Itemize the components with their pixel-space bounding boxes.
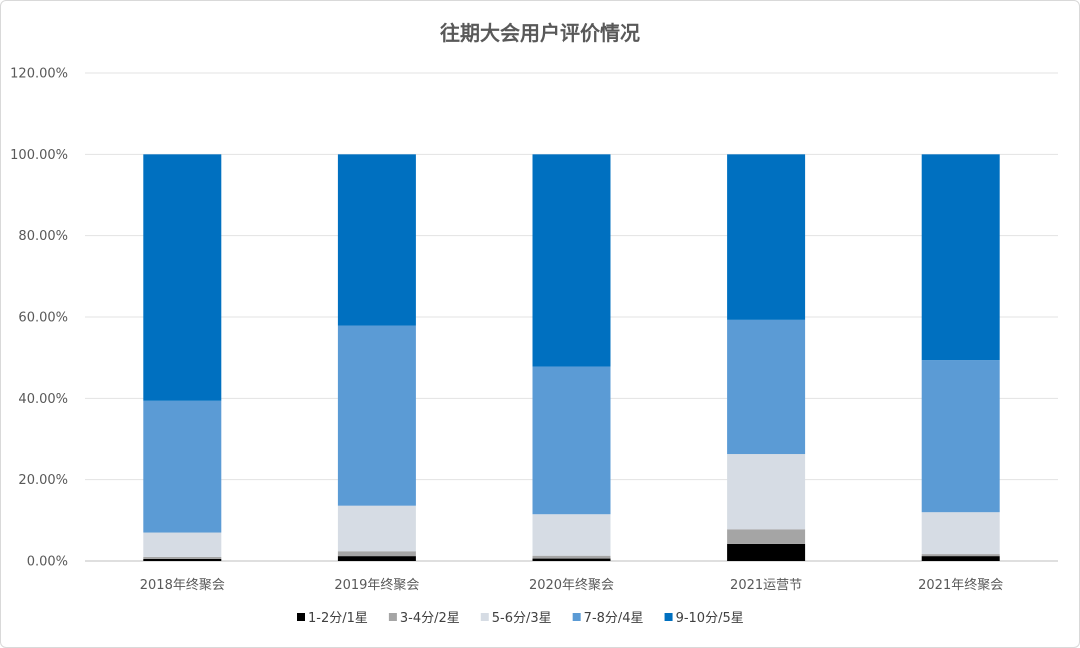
legend-label: 9-10分/5星	[676, 611, 744, 626]
x-axis: 2018年终聚会 2019年终聚会 2020年终聚会 2021运营节 2021年终聚会	[140, 577, 1003, 593]
bars	[143, 154, 1000, 561]
bar-segment-series-2	[143, 556, 222, 559]
bar-segment-series-1	[727, 543, 806, 561]
chart-title: 往期大会用户评价情况	[440, 21, 640, 45]
bar-segment-series-3	[727, 454, 806, 530]
bar-segment-series-4	[921, 360, 1000, 513]
legend: 1-2分/1星 3-4分/2星 5-6分/3星 7-8分/4星 9-10分/5星	[297, 611, 744, 626]
bar-segment-series-2	[921, 554, 1000, 557]
bar-segment-series-1	[143, 558, 222, 561]
bar-stack	[921, 154, 1000, 561]
bar-segment-series-5	[532, 154, 611, 367]
x-tick-label: 2018年终聚会	[140, 577, 225, 593]
bar-segment-series-5	[921, 154, 1000, 361]
x-tick-label: 2019年终聚会	[334, 577, 419, 593]
y-axis: 0.00% 20.00% 40.00% 60.00% 80.00% 100.00% 120.…	[10, 67, 68, 570]
bar-segment-series-4	[143, 400, 222, 533]
bar-segment-series-5	[337, 154, 416, 326]
bar-stack	[337, 154, 416, 561]
y-tick-label: 20.00%	[18, 473, 68, 488]
bar-stack	[143, 154, 222, 561]
y-tick-label: 40.00%	[18, 392, 68, 407]
y-tick-label: 60.00%	[18, 311, 68, 326]
legend-label: 3-4分/2星	[400, 611, 460, 626]
bar-segment-series-3	[337, 505, 416, 552]
legend-swatch	[480, 613, 489, 621]
legend-item: 3-4分/2星	[388, 611, 460, 626]
y-tick-label: 120.00%	[10, 67, 68, 82]
legend-swatch	[388, 613, 397, 621]
y-tick-label: 0.00%	[27, 555, 68, 570]
x-tick-label: 2021运营节	[730, 578, 802, 593]
bar-segment-series-3	[921, 512, 1000, 555]
legend-item: 5-6分/3星	[480, 611, 552, 626]
bar-segment-series-5	[143, 154, 222, 401]
legend-item: 9-10分/5星	[664, 611, 744, 626]
bar-segment-series-2	[727, 529, 806, 544]
bar-segment-series-1	[337, 556, 416, 561]
legend-label: 5-6分/3星	[492, 611, 552, 626]
bar-segment-series-5	[727, 154, 806, 320]
legend-item: 7-8分/4星	[572, 611, 644, 626]
x-tick-label: 2021年终聚会	[918, 577, 1003, 593]
bar-segment-series-4	[337, 325, 416, 506]
legend-swatch	[297, 613, 305, 621]
bar-stack	[727, 154, 806, 561]
legend-label: 7-8分/4星	[584, 611, 644, 626]
legend-swatch	[664, 613, 673, 621]
bar-stack	[532, 154, 611, 561]
legend-swatch	[572, 613, 581, 621]
x-tick-label: 2020年终聚会	[529, 577, 614, 593]
bar-segment-series-1	[532, 558, 611, 561]
legend-item: 1-2分/1星	[297, 611, 368, 626]
bar-segment-series-4	[532, 366, 611, 515]
bar-segment-series-4	[727, 319, 806, 455]
bar-segment-series-3	[143, 532, 222, 557]
y-tick-label: 80.00%	[18, 229, 68, 244]
bar-segment-series-1	[921, 556, 1000, 561]
bar-segment-series-2	[337, 551, 416, 557]
bar-segment-series-3	[532, 514, 611, 556]
legend-label: 1-2分/1星	[308, 611, 368, 626]
bar-segment-series-2	[532, 555, 611, 559]
y-tick-label: 100.00%	[10, 148, 68, 163]
